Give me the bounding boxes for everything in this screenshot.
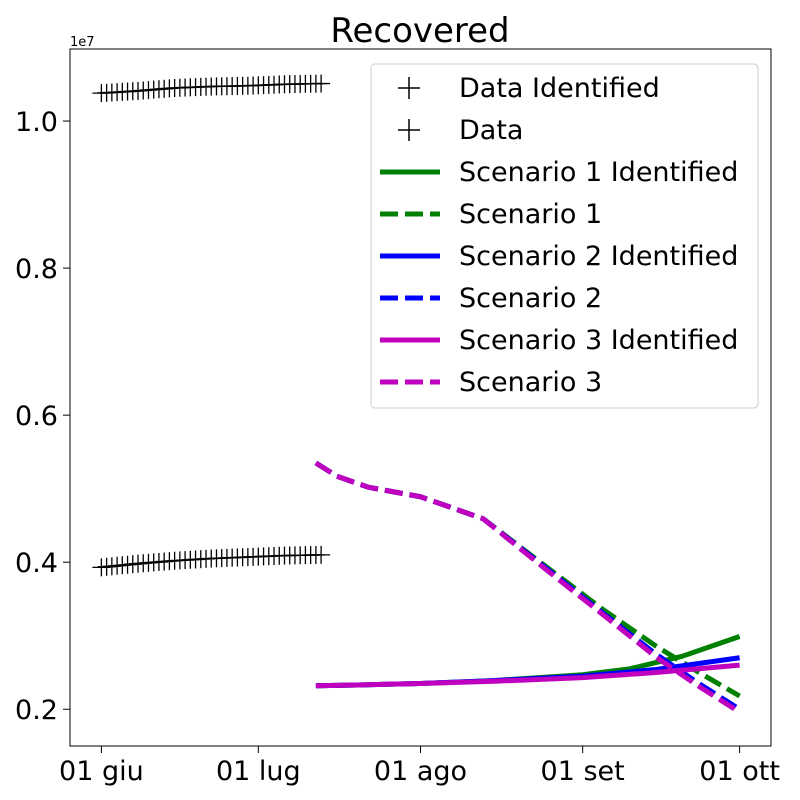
series-scenario-3-line (314, 460, 741, 715)
legend-label: Scenario 2 (459, 283, 602, 314)
legend-item-scenario-3-identified: Scenario 3 Identified (380, 325, 738, 356)
x-tick-label: 01 set (541, 756, 625, 787)
legend-item-scenario-2-identified: Scenario 2 Identified (380, 241, 738, 272)
x-tick-label: 01 giu (59, 756, 144, 787)
x-tick-label: 01 ago (374, 756, 467, 787)
legend-box (370, 63, 759, 409)
data-marker (312, 545, 331, 564)
legend-item-scenario-2: Scenario 2 (380, 283, 602, 314)
legend-label: Scenario 1 Identified (459, 157, 738, 188)
legend-item-data: Data (398, 115, 523, 146)
y-tick-label: 0.2 (15, 695, 58, 726)
legend-label: Scenario 3 (459, 367, 602, 398)
series-data-identified (92, 74, 331, 103)
legend-label: Scenario 3 Identified (459, 325, 738, 356)
legend-item-scenario-1: Scenario 1 (380, 199, 602, 230)
y-tick-label: 0.6 (15, 401, 58, 432)
x-tick-label: 01 lug (216, 756, 301, 787)
data-marker (312, 74, 331, 93)
y-tick-label: 0.4 (15, 548, 58, 579)
legend-label: Scenario 2 Identified (459, 241, 738, 272)
y-offset-label: 1e7 (70, 35, 95, 50)
series-scenario-3-identified-line (315, 662, 740, 689)
y-tick-label: 1.0 (15, 107, 58, 138)
legend-item-scenario-1-identified: Scenario 1 Identified (380, 157, 738, 188)
legend-label: Scenario 1 (459, 199, 602, 230)
chart-title: Recovered (330, 11, 509, 51)
legend: Data Identified Data Scenario 1 Identified… (370, 63, 759, 409)
series-data (92, 545, 331, 577)
legend-item-scenario-3: Scenario 3 (380, 367, 602, 398)
legend-item-data-identified: Data Identified (398, 73, 660, 104)
legend-label: Data Identified (459, 73, 660, 104)
y-tick-label: 0.8 (15, 254, 58, 285)
x-tick-label: 01 ott (699, 756, 780, 787)
legend-label: Data (459, 115, 523, 146)
